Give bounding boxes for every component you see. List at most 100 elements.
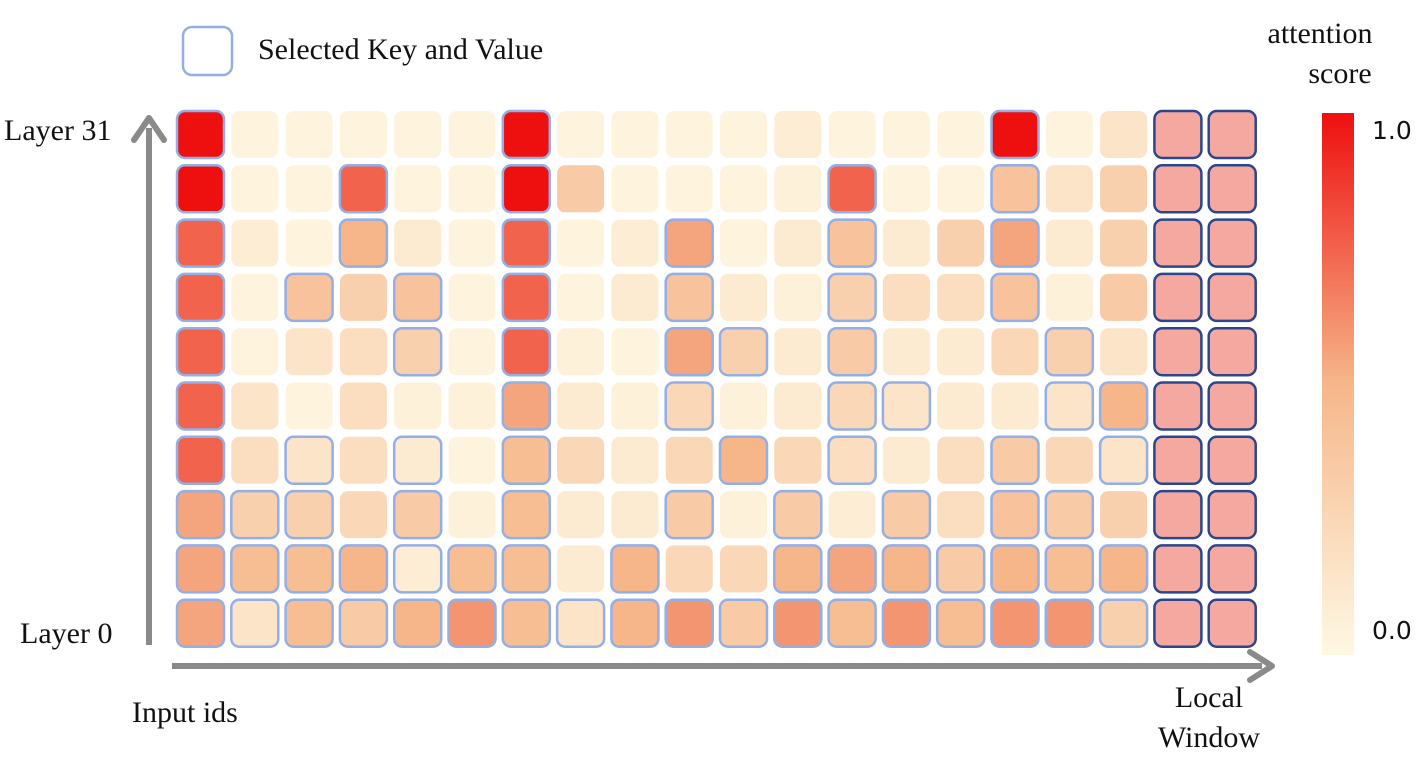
selected-kv-cell <box>175 381 226 431</box>
selected-kv-cell <box>990 218 1040 268</box>
selected-kv-cell <box>718 598 769 648</box>
layer-top-label: Layer 31 <box>4 114 111 147</box>
heatmap-cell <box>557 436 605 484</box>
selected-kv-cell <box>1044 598 1095 648</box>
selected-kv-cell <box>284 489 334 540</box>
selected-kv-cell <box>664 272 714 323</box>
selected-kv-cell <box>664 218 714 268</box>
heatmap-cell <box>937 165 985 213</box>
selected-kv-cell <box>392 598 443 648</box>
heatmap-cell <box>448 328 496 376</box>
heatmap-cell <box>394 382 442 430</box>
heatmap-cell <box>720 165 767 213</box>
heatmap-cell <box>937 436 985 484</box>
heatmap-cell <box>448 273 496 321</box>
local-window-cell <box>1153 544 1203 594</box>
local-window-cell <box>1153 435 1203 486</box>
heatmap-cell <box>611 436 659 484</box>
heatmap-cell <box>448 111 496 158</box>
heatmap-cell <box>1045 219 1093 267</box>
heatmap-cell <box>882 328 930 376</box>
selected-kv-cell <box>501 544 552 594</box>
selected-kv-cell <box>284 435 334 486</box>
local-window-cell <box>1153 218 1203 268</box>
heatmap-cell <box>557 111 605 158</box>
heatmap-cell <box>1100 219 1148 267</box>
heatmap-cell <box>339 273 387 321</box>
heatmap-cell <box>557 219 605 267</box>
selected-kv-cell <box>175 489 226 540</box>
local-window-cell <box>1153 272 1203 323</box>
heatmap-cell <box>720 219 767 267</box>
heatmap-cell <box>774 382 822 430</box>
heatmap-cell <box>285 111 333 158</box>
selected-kv-cell <box>501 272 552 323</box>
heatmap-cell <box>448 219 496 267</box>
heatmap-cell <box>231 165 279 213</box>
heatmap-cell <box>882 219 930 267</box>
selected-kv-cell <box>1044 326 1095 377</box>
selected-kv-cell <box>338 218 389 268</box>
selected-kv-cell <box>392 489 443 540</box>
colorbar <box>1322 113 1354 655</box>
heatmap-cell <box>774 111 822 158</box>
heatmap-cell <box>882 273 930 321</box>
heatmap-cell <box>1100 165 1148 213</box>
heatmap-cell <box>557 545 605 593</box>
selected-kv-cell <box>1044 381 1095 431</box>
selected-kv-cell <box>392 272 443 323</box>
heatmap-cell <box>720 111 767 158</box>
selected-kv-cell <box>175 109 226 160</box>
local-window-cell <box>1207 381 1257 431</box>
selected-kv-cell <box>664 381 714 431</box>
selected-kv-cell <box>501 326 552 377</box>
selected-kv-cell <box>990 544 1040 594</box>
local-window-cell <box>1207 489 1257 540</box>
heatmap-cell <box>774 328 822 376</box>
selected-kv-cell <box>338 544 389 594</box>
selected-kv-cell <box>990 109 1040 160</box>
heatmap-cell <box>1100 111 1148 158</box>
selected-kv-cell <box>664 598 714 648</box>
selected-kv-cell <box>881 381 932 431</box>
heatmap-cell <box>774 273 822 321</box>
selected-kv-cell <box>501 109 552 160</box>
legend-selected-swatch <box>181 25 234 77</box>
selected-kv-cell <box>338 598 389 648</box>
local-window-cell <box>1153 598 1203 648</box>
selected-kv-cell <box>935 544 986 594</box>
selected-kv-cell <box>664 489 714 540</box>
heatmap-cell <box>448 436 496 484</box>
heatmap-cell <box>394 165 442 213</box>
heatmap-cell <box>231 273 279 321</box>
heatmap-cell <box>937 273 985 321</box>
heatmap-cell <box>285 382 333 430</box>
selected-kv-cell <box>881 544 932 594</box>
heatmap-cell <box>828 111 876 158</box>
heatmap-cell <box>774 436 822 484</box>
heatmap-cell <box>720 491 767 539</box>
heatmap-cell <box>611 328 659 376</box>
heatmap-cell <box>1045 111 1093 158</box>
heatmap-cell <box>394 219 442 267</box>
selected-kv-cell <box>392 435 443 486</box>
heatmap-cell <box>991 328 1039 376</box>
heatmap-cell <box>720 545 767 593</box>
selected-kv-cell <box>1098 381 1149 431</box>
selected-kv-cell <box>501 435 552 486</box>
heatmap-cell <box>557 273 605 321</box>
heatmap-cell <box>339 491 387 539</box>
local-window-cell <box>1207 544 1257 594</box>
heatmap-cell <box>231 382 279 430</box>
heatmap-cell <box>937 382 985 430</box>
input-ids-label: Input ids <box>132 696 238 729</box>
selected-kv-cell <box>175 598 226 648</box>
selected-kv-cell <box>501 218 552 268</box>
selected-kv-cell <box>827 164 877 214</box>
local-window-label-line2: Window <box>1158 721 1260 754</box>
local-window-cell <box>1153 326 1203 377</box>
heatmap-cell <box>665 165 713 213</box>
selected-kv-cell <box>664 326 714 377</box>
selected-kv-cell <box>284 544 334 594</box>
local-window-cell <box>1207 598 1257 648</box>
